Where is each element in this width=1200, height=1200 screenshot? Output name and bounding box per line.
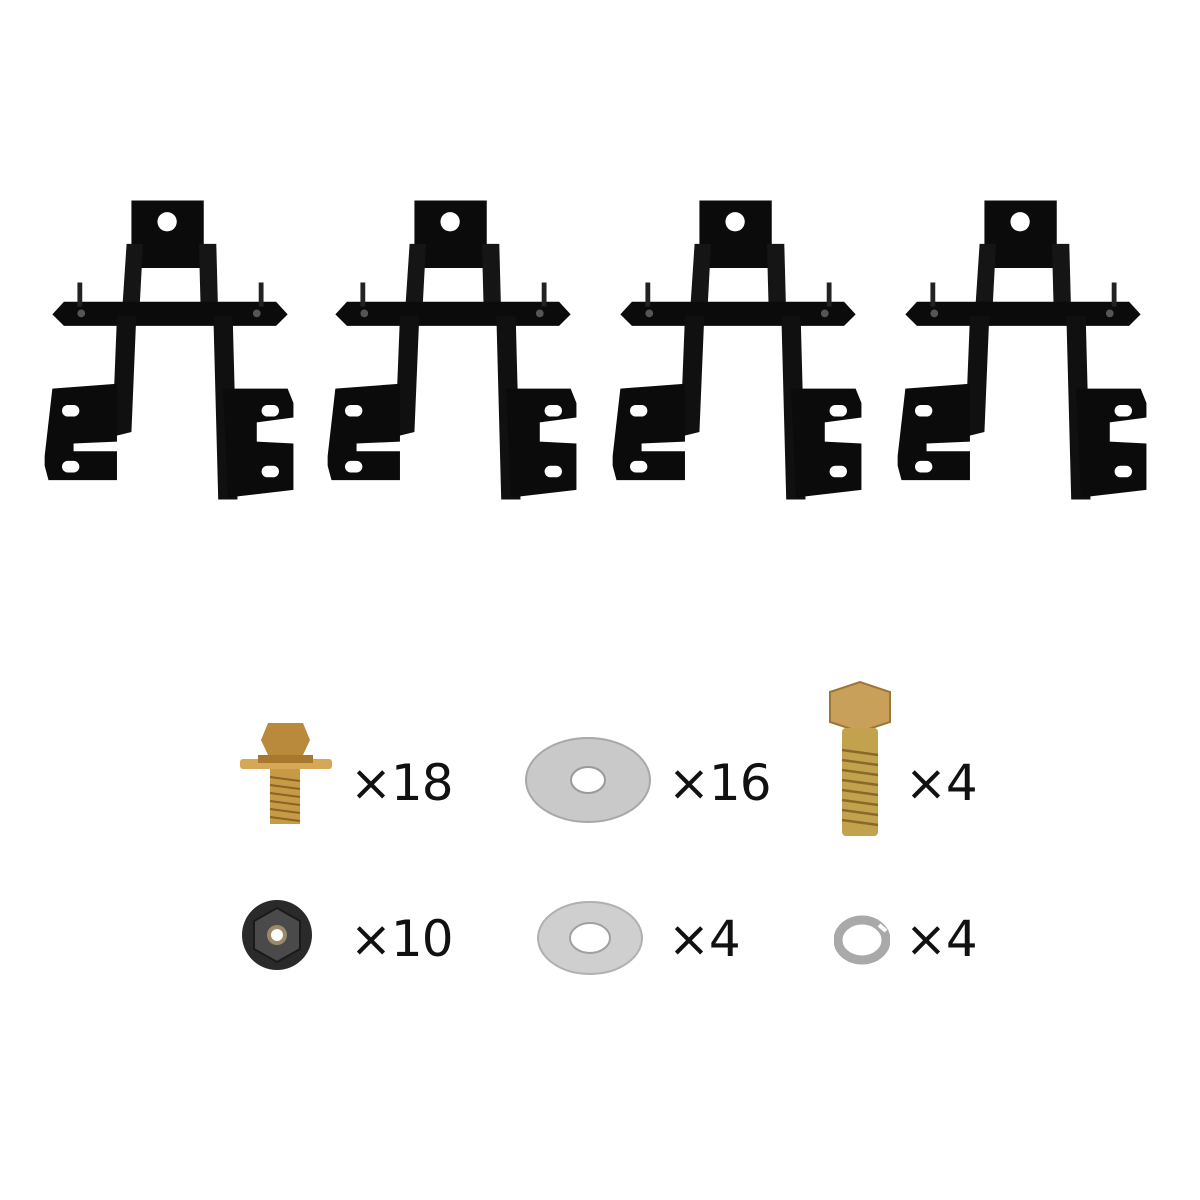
flange-nut-icon — [242, 900, 312, 970]
quantity-label: ×16 — [668, 754, 772, 812]
large-washer-icon — [525, 737, 651, 823]
quantity-label: ×4 — [905, 754, 978, 812]
flange-screw-icon — [240, 723, 332, 824]
flat-washer-icon — [537, 901, 643, 975]
mounting-bracket — [44, 200, 294, 500]
quantity-label: ×4 — [905, 910, 978, 968]
quantity-label: ×10 — [350, 910, 454, 968]
mounting-bracket — [327, 200, 577, 500]
lock-washer-icon — [834, 915, 890, 965]
mounting-bracket — [897, 200, 1147, 500]
mounting-bracket — [612, 200, 862, 500]
hex-bolt-icon — [829, 680, 891, 836]
quantity-label: ×18 — [350, 754, 454, 812]
quantity-label: ×4 — [668, 910, 741, 968]
